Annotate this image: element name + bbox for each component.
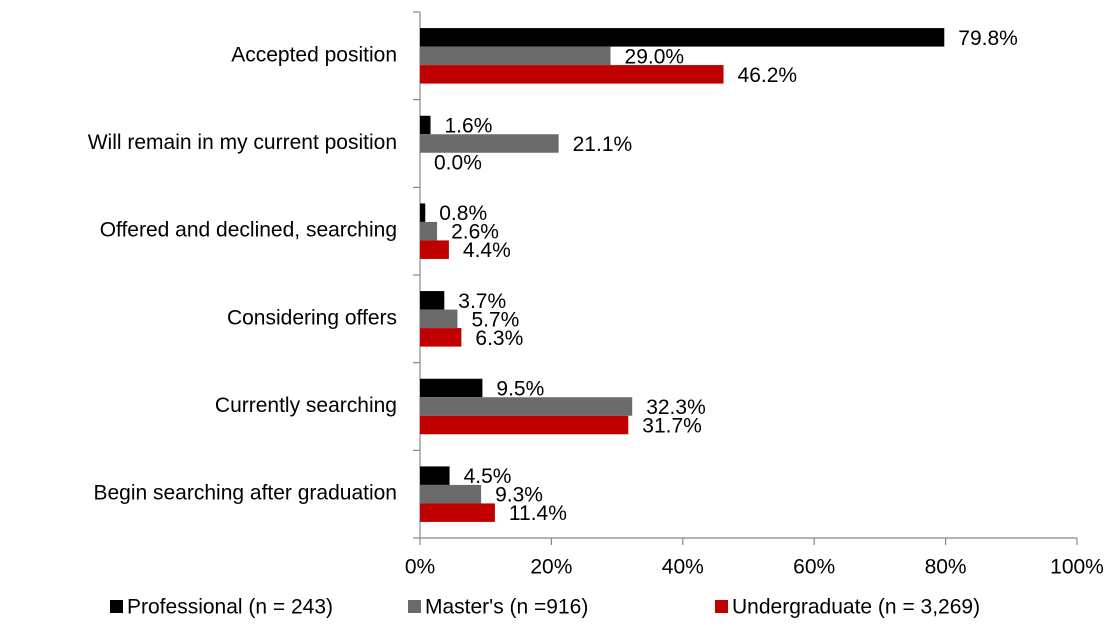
category-label: Currently searching xyxy=(215,394,397,417)
x-tick-label: 80% xyxy=(925,556,967,579)
category-label: Begin searching after graduation xyxy=(93,482,397,505)
value-label: 1.6% xyxy=(445,115,493,138)
bar xyxy=(420,28,945,47)
value-label: 79.8% xyxy=(958,27,1018,50)
legend-label: Undergraduate (n = 3,269) xyxy=(732,596,980,619)
bar xyxy=(420,134,559,153)
bar xyxy=(420,397,633,416)
x-tick-label: 40% xyxy=(662,556,704,579)
value-label: 3.7% xyxy=(458,290,506,313)
bar xyxy=(420,328,462,347)
bar xyxy=(420,415,629,435)
value-label: 29.0% xyxy=(625,45,685,68)
value-label: 0.0% xyxy=(434,152,482,175)
category-label: Accepted position xyxy=(231,43,397,66)
value-label: 9.5% xyxy=(496,378,544,401)
x-tick-label: 20% xyxy=(530,556,572,579)
value-label: 46.2% xyxy=(738,64,798,87)
bar xyxy=(420,309,458,329)
value-label: 4.4% xyxy=(463,239,511,262)
bar xyxy=(420,466,450,485)
bar xyxy=(420,240,449,259)
value-label: 21.1% xyxy=(573,133,633,156)
bar xyxy=(420,484,482,504)
x-tick-label: 0% xyxy=(405,556,435,579)
value-label: 11.4% xyxy=(509,502,567,525)
bar xyxy=(420,203,426,222)
legend-label: Professional (n = 243) xyxy=(127,596,333,619)
bar xyxy=(420,221,438,241)
category-label: Will remain in my current position xyxy=(88,131,397,154)
value-label: 31.7% xyxy=(642,415,702,438)
value-label: 32.3% xyxy=(646,396,706,419)
x-tick-label: 60% xyxy=(793,556,835,579)
legend-swatch xyxy=(715,600,728,613)
legend-label: Master's (n =916) xyxy=(425,596,588,619)
value-label: 9.3% xyxy=(495,484,543,507)
value-label: 2.6% xyxy=(451,221,499,244)
value-label: 6.3% xyxy=(475,327,523,350)
category-label: Offered and declined, searching xyxy=(100,219,397,242)
legend-swatch xyxy=(408,600,421,613)
bar xyxy=(420,378,483,398)
bar xyxy=(420,65,724,84)
bar xyxy=(420,503,495,522)
bar xyxy=(420,46,611,66)
category-label: Considering offers xyxy=(227,306,397,329)
bar xyxy=(420,115,431,135)
value-label: 0.8% xyxy=(439,202,487,225)
bar xyxy=(420,291,445,310)
value-label: 5.7% xyxy=(471,308,519,331)
x-tick-label: 100% xyxy=(1050,556,1104,579)
value-label: 4.5% xyxy=(464,465,512,488)
legend-swatch xyxy=(110,600,123,613)
